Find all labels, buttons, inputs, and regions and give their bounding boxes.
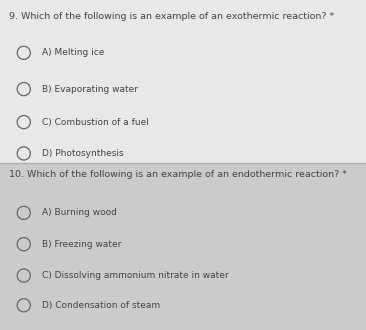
Text: C) Dissolving ammonium nitrate in water: C) Dissolving ammonium nitrate in water [42, 271, 229, 280]
Text: D) Photosynthesis: D) Photosynthesis [42, 149, 124, 158]
Text: 9. Which of the following is an example of an exothermic reaction? *: 9. Which of the following is an example … [9, 12, 335, 20]
Text: D) Condensation of steam: D) Condensation of steam [42, 301, 160, 310]
Text: A) Burning wood: A) Burning wood [42, 208, 117, 217]
FancyBboxPatch shape [0, 163, 366, 330]
Text: A) Melting ice: A) Melting ice [42, 48, 104, 57]
FancyBboxPatch shape [0, 0, 366, 163]
Text: 10. Which of the following is an example of an endothermic reaction? *: 10. Which of the following is an example… [9, 170, 347, 179]
Text: B) Freezing water: B) Freezing water [42, 240, 122, 249]
Text: C) Combustion of a fuel: C) Combustion of a fuel [42, 117, 149, 127]
Text: B) Evaporating water: B) Evaporating water [42, 84, 138, 94]
